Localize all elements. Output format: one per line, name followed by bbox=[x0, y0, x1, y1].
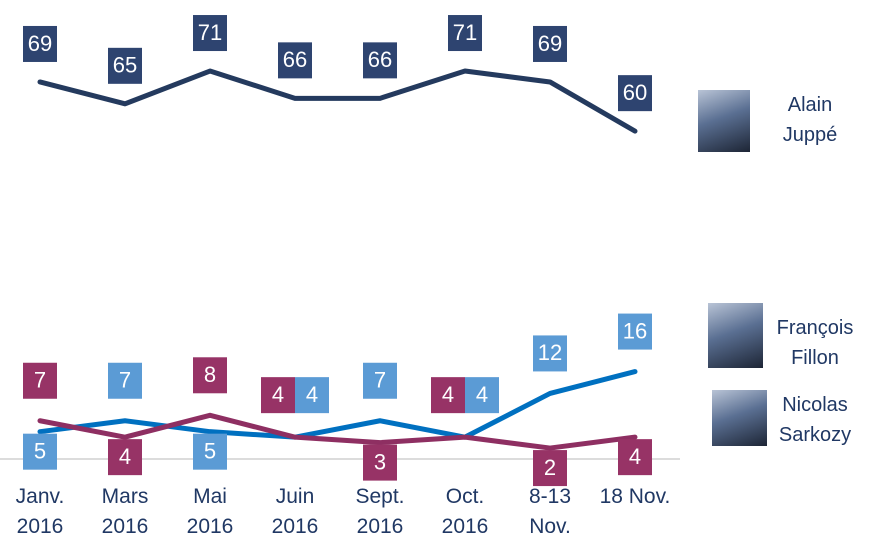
data-label: 4 bbox=[442, 382, 454, 407]
x-tick-label: 8-13 Nov. bbox=[510, 482, 590, 542]
body: {"chart_data": {"type": "line", "categor… bbox=[0, 0, 873, 546]
page: Chart html, body { margin: 0; padding: 0… bbox=[0, 0, 873, 546]
data-label: 4 bbox=[306, 382, 318, 407]
data-label: 7 bbox=[374, 368, 386, 393]
data-label: 12 bbox=[538, 340, 562, 365]
legend-photo bbox=[708, 303, 763, 368]
x-tick-label: Juin 2016 bbox=[255, 482, 335, 542]
x-tick-label: 18 Nov. bbox=[595, 482, 675, 512]
data-label: 69 bbox=[28, 31, 52, 56]
legend-name: Nicolas Sarkozy bbox=[770, 390, 860, 450]
data-label: 7 bbox=[119, 368, 131, 393]
x-tick-label: Janv. 2016 bbox=[0, 482, 80, 542]
data-label: 3 bbox=[374, 449, 386, 474]
data-label: 66 bbox=[283, 47, 307, 72]
data-label: 4 bbox=[119, 444, 131, 469]
legend-photo bbox=[698, 90, 750, 152]
x-tick-label: Sept. 2016 bbox=[340, 482, 420, 542]
x-tick-label: Mars 2016 bbox=[85, 482, 165, 542]
data-label: 7 bbox=[34, 368, 46, 393]
plot-area: 6965716666716960757485447344122164 bbox=[0, 0, 873, 546]
data-label: 4 bbox=[629, 444, 641, 469]
data-label: 16 bbox=[623, 318, 647, 343]
legend-name: Alain Juppé bbox=[770, 90, 850, 150]
legend-photo bbox=[712, 390, 767, 446]
data-label: 66 bbox=[368, 47, 392, 72]
data-label: 60 bbox=[623, 80, 647, 105]
data-label: 65 bbox=[113, 53, 137, 78]
x-tick-label: Oct. 2016 bbox=[425, 482, 505, 542]
data-label: 69 bbox=[538, 31, 562, 56]
data-label: 5 bbox=[204, 438, 216, 463]
data-label: 4 bbox=[272, 382, 284, 407]
data-label: 5 bbox=[34, 438, 46, 463]
data-label: 2 bbox=[544, 455, 556, 480]
legend-name: François Fillon bbox=[770, 313, 860, 373]
x-tick-label: Mai 2016 bbox=[170, 482, 250, 542]
data-label: 71 bbox=[453, 20, 477, 45]
chart: 6965716666716960757485447344122164 Janv.… bbox=[0, 0, 873, 546]
data-label: 4 bbox=[476, 382, 488, 407]
data-label: 8 bbox=[204, 362, 216, 387]
data-label: 71 bbox=[198, 20, 222, 45]
